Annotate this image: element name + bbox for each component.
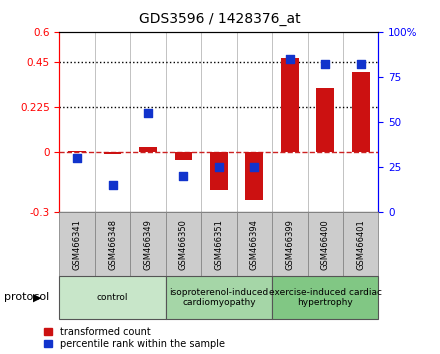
Point <box>144 110 151 116</box>
Bar <box>272 212 308 276</box>
Bar <box>68 151 86 152</box>
Text: exercise-induced cardiac
hypertrophy: exercise-induced cardiac hypertrophy <box>269 288 382 307</box>
Point <box>251 164 258 170</box>
Bar <box>246 152 263 200</box>
Bar <box>59 212 95 276</box>
Text: GSM466341: GSM466341 <box>73 219 82 270</box>
Bar <box>130 212 166 276</box>
Point <box>216 164 222 170</box>
Text: isoproterenol-induced
cardiomyopathy: isoproterenol-induced cardiomyopathy <box>169 288 268 307</box>
Text: GSM466394: GSM466394 <box>250 219 259 270</box>
Bar <box>281 58 299 152</box>
Text: GSM466400: GSM466400 <box>321 219 330 270</box>
Bar <box>104 152 121 154</box>
Bar <box>272 276 378 319</box>
Bar <box>352 72 370 152</box>
Text: GSM466349: GSM466349 <box>143 219 153 270</box>
Bar <box>139 147 157 152</box>
Point <box>109 183 116 188</box>
Bar <box>343 212 378 276</box>
Text: control: control <box>97 293 128 302</box>
Bar <box>166 212 201 276</box>
Text: GSM466401: GSM466401 <box>356 219 365 270</box>
Bar <box>59 276 166 319</box>
Text: GSM466350: GSM466350 <box>179 219 188 270</box>
Legend: transformed count, percentile rank within the sample: transformed count, percentile rank withi… <box>44 327 225 349</box>
Bar <box>95 212 130 276</box>
Point <box>73 155 81 161</box>
Bar <box>201 212 237 276</box>
Point <box>322 62 329 67</box>
Text: GSM466348: GSM466348 <box>108 219 117 270</box>
Bar <box>210 152 228 190</box>
Text: GSM466351: GSM466351 <box>214 219 224 270</box>
Bar <box>175 152 192 160</box>
Bar <box>166 276 272 319</box>
Point <box>286 56 293 62</box>
Bar <box>237 212 272 276</box>
Text: GSM466399: GSM466399 <box>285 219 294 270</box>
Text: ▶: ▶ <box>33 292 42 302</box>
Text: GDS3596 / 1428376_at: GDS3596 / 1428376_at <box>139 12 301 27</box>
Bar <box>316 88 334 152</box>
Point <box>357 62 364 67</box>
Point <box>180 173 187 179</box>
Bar <box>308 212 343 276</box>
Text: protocol: protocol <box>4 292 50 302</box>
